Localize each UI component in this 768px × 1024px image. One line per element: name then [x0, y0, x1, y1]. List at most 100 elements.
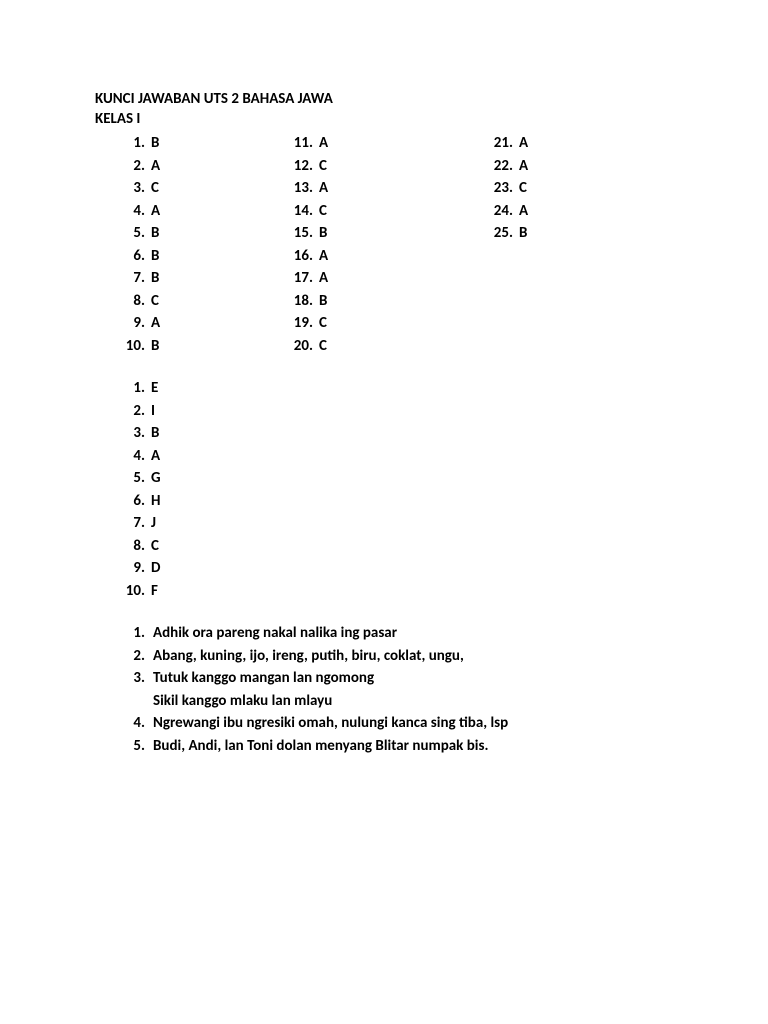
answer-number: 10 [123, 335, 141, 358]
answer-text: Abang, kuning, ijo, ireng, putih, biru, … [145, 645, 464, 668]
answer-item: 1.Adhik ora pareng nakal nalika ing pasa… [123, 622, 673, 645]
answer-item: 4.Ngrewangi ibu ngresiki omah, nulungi k… [123, 712, 673, 735]
answer-number: 2 [123, 155, 141, 178]
answer-item: 1.E [123, 377, 673, 400]
answer-number: 7 [123, 512, 141, 535]
answer-value: A [513, 132, 528, 155]
answer-value: B [313, 290, 327, 313]
answer-value: A [313, 267, 328, 290]
answer-item: 15.B [291, 222, 491, 245]
answer-value: A [145, 200, 160, 223]
answer-column-3: 21.A22.A23.C24.A25.B [491, 132, 641, 357]
answer-key-section2: 1.E2.I3.B4.A5.G6.H7.J8.C9.D10.F [123, 377, 673, 602]
answer-key-section3: 1.Adhik ora pareng nakal nalika ing pasa… [123, 622, 673, 757]
answer-item: 9.A [123, 312, 291, 335]
answer-number: 6 [123, 490, 141, 513]
answer-value: C [145, 535, 159, 558]
answer-item: 10.F [123, 580, 673, 603]
answer-value: A [145, 312, 160, 335]
answer-number: 6 [123, 245, 141, 268]
answer-value: I [145, 400, 155, 423]
document-page: KUNCI JAWABAN UTS 2 BAHASA JAWA KELAS I … [0, 0, 768, 807]
answer-value: H [145, 490, 160, 513]
answer-value: A [145, 445, 160, 468]
answer-item: 1.B [123, 132, 291, 155]
answer-number: 8 [123, 290, 141, 313]
answer-number: 20 [291, 335, 309, 358]
answer-value: A [313, 245, 328, 268]
answer-number: 9 [123, 557, 141, 580]
answer-number: 10 [123, 580, 141, 603]
answer-key-section1: 1.B2.A3.C4.A5.B6.B7.B8.C9.A10.B 11.A12.C… [123, 132, 673, 357]
answer-value: C [313, 200, 327, 223]
answer-value: J [145, 512, 156, 535]
answer-value: D [145, 557, 160, 580]
page-subtitle: KELAS I [95, 110, 673, 128]
answer-item: 10.B [123, 335, 291, 358]
answer-value: C [313, 335, 327, 358]
answer-value: B [145, 132, 159, 155]
answer-value: A [513, 200, 528, 223]
answer-number: 14 [291, 200, 309, 223]
answer-value: A [313, 177, 328, 200]
answer-text-continuation: Sikil kanggo mlaku lan mlayu [123, 690, 673, 713]
answer-number: 2 [123, 645, 141, 668]
answer-value: C [145, 177, 159, 200]
answer-value: B [145, 267, 159, 290]
answer-number: 18 [291, 290, 309, 313]
answer-value: G [145, 467, 161, 490]
answer-item: 3.Tutuk kanggo mangan lan ngomong [123, 667, 673, 690]
answer-text: Ngrewangi ibu ngresiki omah, nulungi kan… [145, 712, 508, 735]
answer-number: 5 [123, 467, 141, 490]
answer-item: 8.C [123, 290, 291, 313]
answer-item: 5.G [123, 467, 673, 490]
answer-number: 7 [123, 267, 141, 290]
answer-number: 4 [123, 712, 141, 735]
answer-value: B [145, 422, 159, 445]
answer-item: 2.A [123, 155, 291, 178]
answer-number: 24 [491, 200, 509, 223]
answer-item: 3.C [123, 177, 291, 200]
answer-item: 22.A [491, 155, 641, 178]
answer-item: 3.B [123, 422, 673, 445]
answer-number: 19 [291, 312, 309, 335]
answer-item: 9.D [123, 557, 673, 580]
answer-number: 16 [291, 245, 309, 268]
answer-item: 17.A [291, 267, 491, 290]
answer-number: 23 [491, 177, 509, 200]
answer-number: 12 [291, 155, 309, 178]
answer-text: Budi, Andi, lan Toni dolan menyang Blita… [145, 735, 488, 758]
answer-value: A [513, 155, 528, 178]
answer-number: 1 [123, 622, 141, 645]
answer-number: 5 [123, 222, 141, 245]
answer-item: 4.A [123, 445, 673, 468]
answer-item: 21.A [491, 132, 641, 155]
answer-value: B [513, 222, 527, 245]
answer-number: 21 [491, 132, 509, 155]
answer-item: 8.C [123, 535, 673, 558]
answer-item: 11.A [291, 132, 491, 155]
answer-column-1: 1.B2.A3.C4.A5.B6.B7.B8.C9.A10.B [123, 132, 291, 357]
answer-item: 6.B [123, 245, 291, 268]
answer-number: 8 [123, 535, 141, 558]
answer-value: C [145, 290, 159, 313]
answer-item: 16.A [291, 245, 491, 268]
answer-number: 15 [291, 222, 309, 245]
answer-item: 2.Abang, kuning, ijo, ireng, putih, biru… [123, 645, 673, 668]
answer-number: 11 [291, 132, 309, 155]
answer-number: 22 [491, 155, 509, 178]
answer-item: 6.H [123, 490, 673, 513]
answer-value: C [313, 155, 327, 178]
answer-item: 7.J [123, 512, 673, 535]
answer-text: Tutuk kanggo mangan lan ngomong [145, 667, 374, 690]
answer-column-2: 11.A12.C13.A14.C15.B16.A17.A18.B19.C20.C [291, 132, 491, 357]
answer-number: 4 [123, 200, 141, 223]
answer-value: B [145, 335, 159, 358]
answer-number: 1 [123, 132, 141, 155]
answer-number: 2 [123, 400, 141, 423]
answer-item: 14.C [291, 200, 491, 223]
answer-item: 20.C [291, 335, 491, 358]
answer-number: 1 [123, 377, 141, 400]
answer-item: 25.B [491, 222, 641, 245]
answer-item: 23.C [491, 177, 641, 200]
